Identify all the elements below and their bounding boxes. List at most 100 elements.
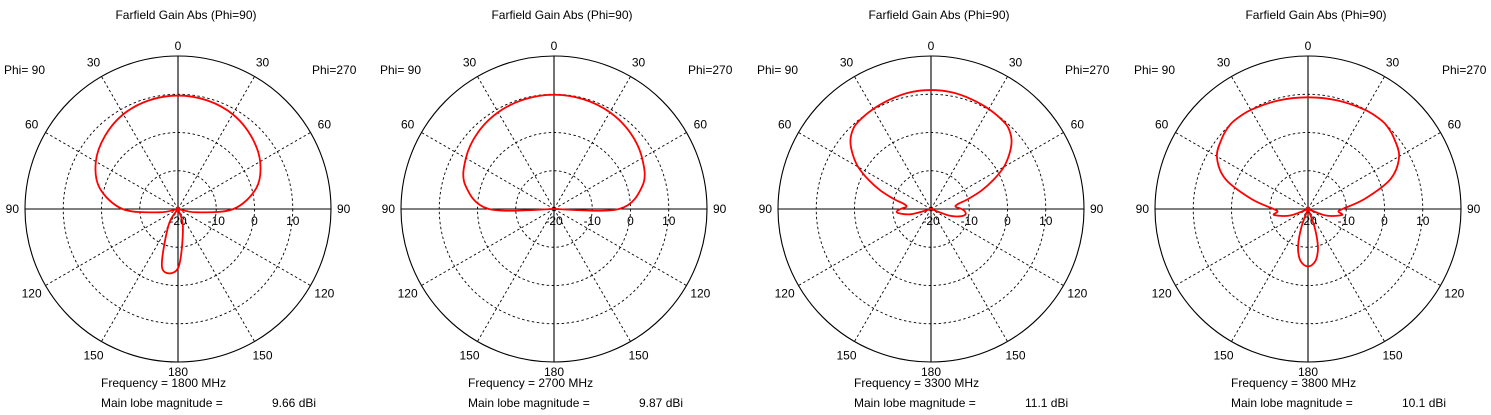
angle-label: 30 (1009, 56, 1023, 70)
grid-spoke (1175, 208, 1309, 286)
grid-spoke (1231, 76, 1309, 210)
frequency-text: Frequency = 3300 MHz (854, 376, 980, 390)
angle-label: 90 (1090, 202, 1104, 216)
grid-spoke (477, 76, 555, 210)
angle-label: 120 (1444, 287, 1464, 301)
angle-label: 0 (1305, 39, 1312, 53)
angle-label: 180 (168, 365, 188, 379)
main-lobe-row: Main lobe magnitude = 9.87 dBi (468, 396, 683, 410)
angle-label: 150 (459, 348, 479, 362)
grid-spoke (177, 76, 255, 210)
angle-label: 60 (694, 118, 708, 132)
angle-label: 0 (928, 39, 935, 53)
grid-spoke (553, 208, 687, 286)
angle-label: 0 (175, 39, 182, 53)
angle-label: 30 (1217, 56, 1231, 70)
main-lobe-label: Main lobe magnitude = (1231, 396, 1353, 410)
main-lobe-row: Main lobe magnitude = 10.1 dBi (1231, 396, 1446, 410)
angle-label: 60 (1155, 118, 1169, 132)
phi-right-label: Phi=270 (688, 63, 733, 77)
grid-spoke (101, 76, 179, 210)
gain-pattern-line (462, 93, 646, 212)
grid-spoke (1307, 208, 1441, 286)
angle-label: 90 (1467, 202, 1481, 216)
angle-label: 60 (401, 118, 415, 132)
grid-spoke (930, 208, 1008, 342)
phi-right-label: Phi=270 (1065, 63, 1110, 77)
phi-right-label: Phi=270 (1442, 63, 1487, 77)
radial-tick-label: 10 (286, 214, 300, 228)
angle-label: 90 (759, 202, 773, 216)
radial-tick-label: -10 (1338, 214, 1356, 228)
angle-label: 120 (314, 287, 334, 301)
frequency-text: Frequency = 1800 MHz (101, 376, 227, 390)
grid-spoke (930, 208, 1064, 286)
grid-spoke (553, 208, 631, 342)
radial-tick-label: -10 (208, 214, 226, 228)
angle-label: 150 (1213, 348, 1233, 362)
grid-spoke (798, 132, 932, 210)
chart-title: Farfield Gain Abs (Phi=90) (491, 8, 633, 22)
angle-label: 60 (1071, 118, 1085, 132)
angle-label: 150 (83, 348, 103, 362)
grid-spoke (930, 76, 1008, 210)
main-lobe-value: 10.1 dBi (1402, 396, 1447, 410)
grid-spoke (1307, 132, 1441, 210)
main-lobe-label: Main lobe magnitude = (854, 396, 976, 410)
radial-tick-label: 0 (627, 214, 634, 228)
angle-label: 60 (318, 118, 332, 132)
angle-label: 60 (778, 118, 792, 132)
grid-spoke (477, 208, 555, 342)
gain-pattern-line (94, 94, 262, 275)
main-lobe-row: Main lobe magnitude = 11.1 dBi (854, 396, 1068, 410)
angle-label: 30 (463, 56, 477, 70)
outer-ring (400, 55, 708, 363)
gain-pattern-line (849, 89, 1013, 218)
angle-label: 30 (87, 56, 101, 70)
grid-spoke (930, 132, 1064, 210)
grid-spoke (553, 76, 631, 210)
radial-tick-label: 0 (1004, 214, 1011, 228)
angle-label: 180 (1298, 365, 1318, 379)
main-lobe-value: 9.87 dBi (639, 396, 684, 410)
grid-spoke (854, 208, 932, 342)
angle-label: 120 (690, 287, 710, 301)
angle-label: 150 (1005, 348, 1025, 362)
main-lobe-row: Main lobe magnitude = 9.66 dBi (101, 396, 316, 410)
angle-label: 90 (1136, 202, 1150, 216)
polar-panel: Farfield Gain Abs (Phi=90) Phi= 90 Phi=270… (753, 0, 1125, 415)
angle-label: 90 (6, 202, 20, 216)
grid-spoke (45, 132, 179, 210)
radial-tick-label: 0 (251, 214, 258, 228)
grid-spoke (45, 208, 179, 286)
angle-label: 60 (25, 118, 39, 132)
radial-tick-label: 10 (1039, 214, 1053, 228)
main-lobe-label: Main lobe magnitude = (101, 396, 223, 410)
radial-tick-label: -10 (584, 214, 602, 228)
angle-label: 60 (1448, 118, 1462, 132)
angle-label: 150 (1382, 348, 1402, 362)
angle-label: 150 (252, 348, 272, 362)
grid-spoke (1307, 208, 1385, 342)
angle-label: 90 (382, 202, 396, 216)
angle-label: 180 (544, 365, 564, 379)
angle-label: 120 (1152, 287, 1172, 301)
polar-panel: Farfield Gain Abs (Phi=90) Phi= 90 Phi=270… (376, 0, 748, 415)
main-lobe-value: 9.66 dBi (272, 396, 317, 410)
grid-spoke (1307, 76, 1385, 210)
grid-spoke (177, 208, 311, 286)
main-lobe-value: 11.1 dBi (1025, 396, 1069, 410)
phi-left-label: Phi= 90 (757, 63, 799, 77)
angle-label: 30 (1386, 56, 1400, 70)
outer-ring (24, 55, 332, 363)
phi-left-label: Phi= 90 (1134, 63, 1176, 77)
chart-title: Farfield Gain Abs (Phi=90) (1245, 8, 1387, 22)
angle-label: 0 (551, 39, 558, 53)
frequency-text: Frequency = 2700 MHz (468, 376, 594, 390)
polar-panel: Farfield Gain Abs (Phi=90) Phi= 90 Phi=270… (0, 0, 372, 415)
grid-spoke (421, 208, 555, 286)
radial-tick-label: 0 (1381, 214, 1388, 228)
